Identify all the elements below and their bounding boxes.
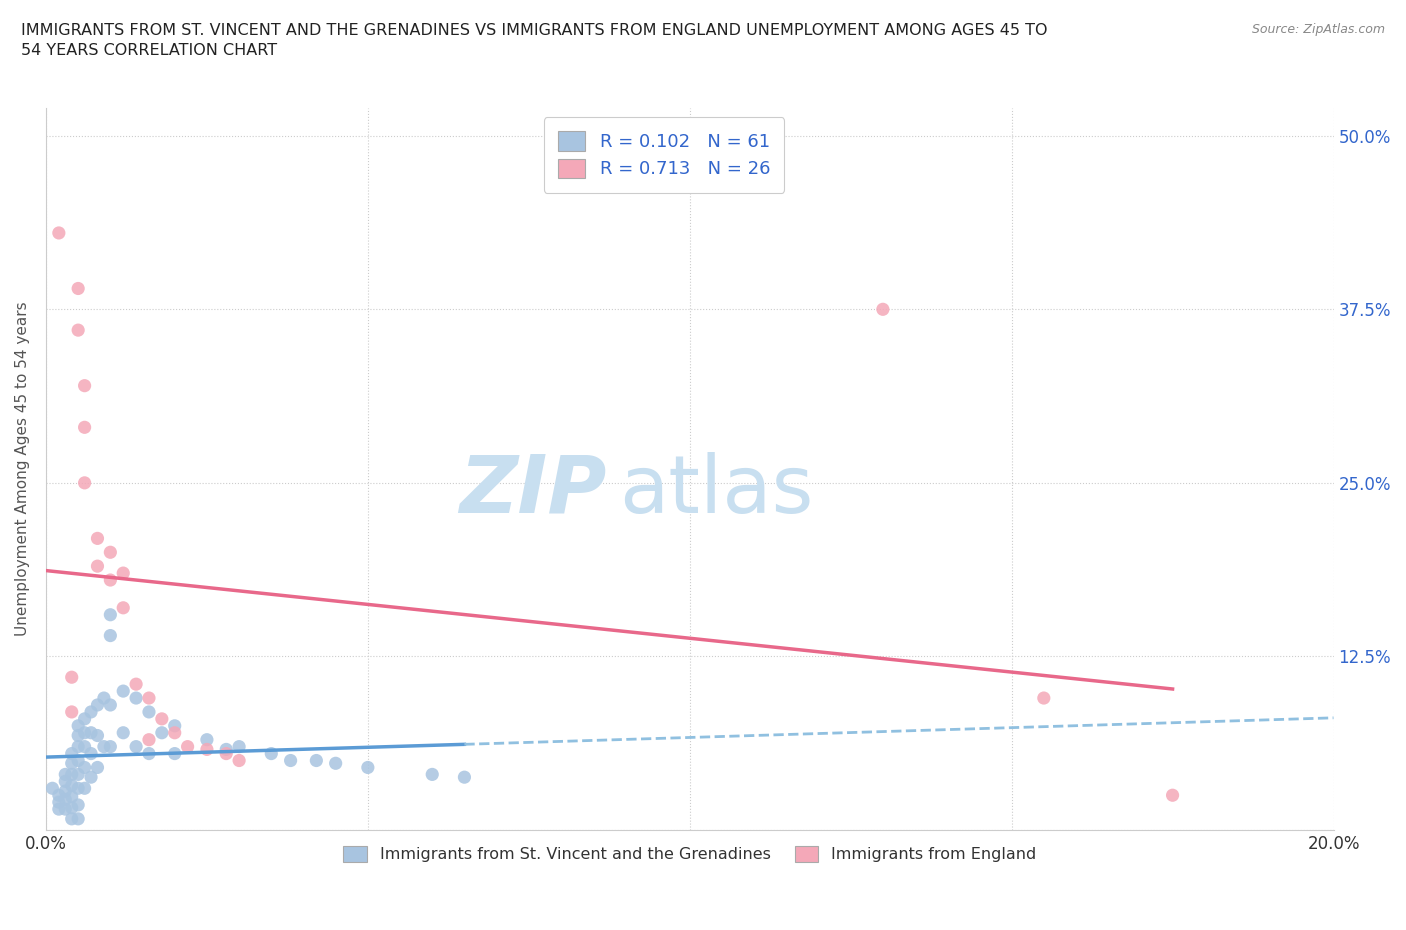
Point bbox=[53, 767, 76, 782]
Point bbox=[60, 756, 83, 771]
Point bbox=[98, 573, 121, 588]
Point bbox=[60, 811, 83, 826]
Point bbox=[1161, 788, 1184, 803]
Point bbox=[67, 767, 90, 782]
Point bbox=[112, 565, 135, 580]
Point bbox=[41, 781, 63, 796]
Text: ZIP: ZIP bbox=[458, 452, 606, 529]
Point bbox=[60, 670, 83, 684]
Point bbox=[67, 753, 90, 768]
Point bbox=[125, 677, 148, 692]
Point bbox=[150, 711, 173, 726]
Point bbox=[112, 684, 135, 698]
Text: atlas: atlas bbox=[619, 452, 813, 529]
Point bbox=[73, 725, 96, 740]
Point bbox=[67, 798, 90, 813]
Point bbox=[195, 732, 218, 747]
Point bbox=[60, 746, 83, 761]
Point bbox=[305, 753, 328, 768]
Point bbox=[67, 811, 90, 826]
Point bbox=[215, 742, 238, 757]
Point bbox=[73, 760, 96, 775]
Point bbox=[53, 792, 76, 807]
Point bbox=[53, 784, 76, 799]
Point bbox=[73, 739, 96, 754]
Point bbox=[260, 746, 283, 761]
Point bbox=[1032, 691, 1054, 706]
Point bbox=[60, 705, 83, 720]
Text: IMMIGRANTS FROM ST. VINCENT AND THE GRENADINES VS IMMIGRANTS FROM ENGLAND UNEMPL: IMMIGRANTS FROM ST. VINCENT AND THE GREN… bbox=[21, 23, 1047, 58]
Point bbox=[112, 601, 135, 616]
Point bbox=[453, 770, 475, 785]
Point bbox=[48, 802, 70, 817]
Point bbox=[67, 739, 90, 754]
Point bbox=[163, 746, 186, 761]
Point bbox=[125, 739, 148, 754]
Point bbox=[73, 711, 96, 726]
Point bbox=[280, 753, 302, 768]
Legend: Immigrants from St. Vincent and the Grenadines, Immigrants from England: Immigrants from St. Vincent and the Gren… bbox=[336, 840, 1043, 869]
Point bbox=[228, 739, 250, 754]
Point bbox=[112, 725, 135, 740]
Point bbox=[80, 725, 103, 740]
Point bbox=[325, 756, 347, 771]
Point bbox=[67, 781, 90, 796]
Point bbox=[48, 788, 70, 803]
Point bbox=[357, 760, 380, 775]
Point bbox=[98, 739, 121, 754]
Point bbox=[138, 705, 160, 720]
Point bbox=[138, 732, 160, 747]
Point bbox=[60, 790, 83, 804]
Point bbox=[53, 774, 76, 789]
Point bbox=[93, 691, 115, 706]
Point bbox=[67, 718, 90, 733]
Point bbox=[872, 302, 894, 317]
Point bbox=[60, 767, 83, 782]
Point bbox=[125, 691, 148, 706]
Point bbox=[138, 691, 160, 706]
Point bbox=[176, 739, 198, 754]
Point bbox=[80, 705, 103, 720]
Point bbox=[138, 746, 160, 761]
Point bbox=[420, 767, 443, 782]
Point bbox=[60, 801, 83, 816]
Point bbox=[86, 559, 108, 574]
Point bbox=[80, 770, 103, 785]
Point bbox=[195, 742, 218, 757]
Text: Source: ZipAtlas.com: Source: ZipAtlas.com bbox=[1251, 23, 1385, 36]
Point bbox=[60, 778, 83, 793]
Point bbox=[53, 802, 76, 817]
Point bbox=[67, 323, 90, 338]
Point bbox=[67, 728, 90, 743]
Point bbox=[73, 781, 96, 796]
Point bbox=[86, 698, 108, 712]
Y-axis label: Unemployment Among Ages 45 to 54 years: Unemployment Among Ages 45 to 54 years bbox=[15, 301, 30, 636]
Point bbox=[93, 739, 115, 754]
Point bbox=[86, 728, 108, 743]
Point bbox=[80, 746, 103, 761]
Point bbox=[48, 225, 70, 240]
Point bbox=[215, 746, 238, 761]
Point bbox=[73, 379, 96, 393]
Point bbox=[163, 725, 186, 740]
Point bbox=[150, 725, 173, 740]
Point bbox=[86, 531, 108, 546]
Point bbox=[73, 419, 96, 434]
Point bbox=[73, 475, 96, 490]
Point bbox=[48, 795, 70, 810]
Point bbox=[228, 753, 250, 768]
Point bbox=[163, 718, 186, 733]
Point bbox=[98, 628, 121, 643]
Point bbox=[98, 545, 121, 560]
Point bbox=[98, 607, 121, 622]
Point bbox=[67, 281, 90, 296]
Point bbox=[98, 698, 121, 712]
Point bbox=[86, 760, 108, 775]
